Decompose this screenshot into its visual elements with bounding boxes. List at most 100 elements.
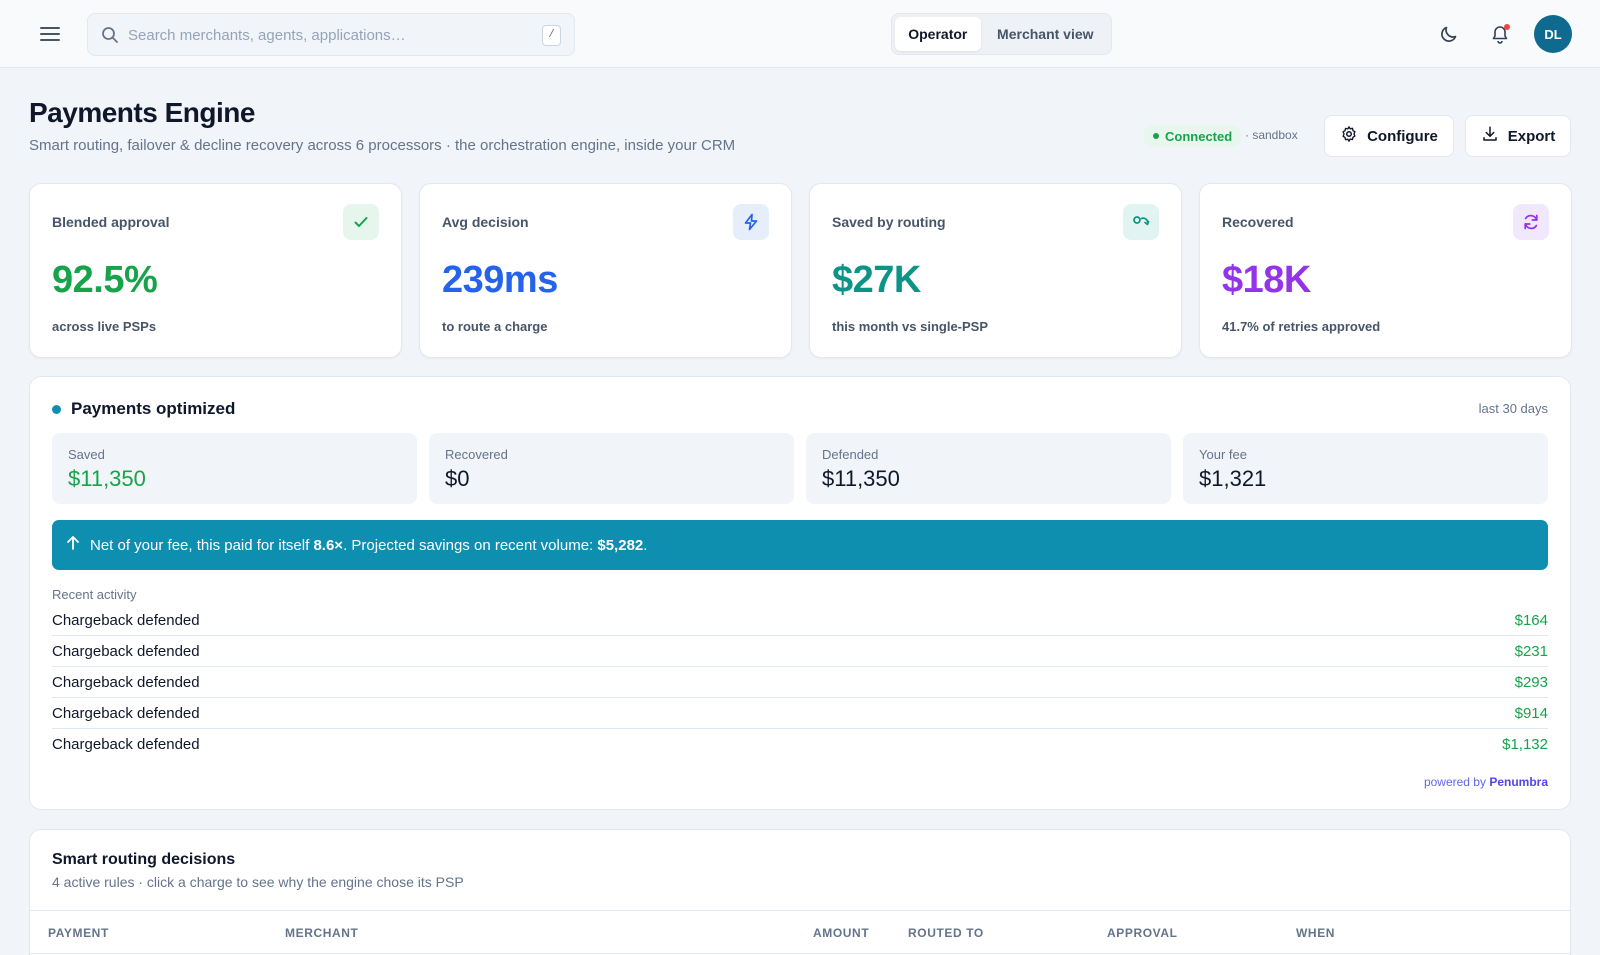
notifications-bell-icon[interactable]: [1488, 22, 1512, 46]
dark-mode-moon-icon[interactable]: [1437, 22, 1461, 46]
column-header-routed-to[interactable]: ROUTED TO: [908, 926, 984, 940]
column-header-approval[interactable]: APPROVAL: [1107, 926, 1178, 940]
search-icon: [101, 26, 119, 49]
search-input[interactable]: [128, 24, 528, 46]
kpi-value: 92.5%: [52, 259, 158, 301]
activity-row: Chargeback defended $914: [52, 698, 1548, 729]
stat-value: $11,350: [68, 466, 146, 491]
stat-your-fee: Your fee $1,321: [1183, 433, 1548, 504]
routing-subtitle: 4 active rules · click a charge to see w…: [52, 874, 464, 890]
stat-saved: Saved $11,350: [52, 433, 417, 504]
check-icon: [343, 204, 379, 240]
refresh-icon: [1513, 204, 1549, 240]
activity-label: Chargeback defended: [52, 673, 200, 691]
panel-indicator-dot: [52, 404, 61, 414]
activity-label: Chargeback defended: [52, 642, 200, 660]
stat-label: Defended: [822, 447, 879, 462]
kpi-value: $27K: [832, 259, 921, 301]
roi-text-part2: . Projected savings on recent volume:: [343, 536, 598, 554]
column-header-merchant[interactable]: MERCHANT: [285, 926, 359, 940]
panel-title-text: Payments optimized: [71, 399, 236, 418]
kpi-label: Saved by routing: [832, 214, 946, 230]
smart-routing-panel: Smart routing decisions 4 active rules ·…: [29, 829, 1571, 955]
kpi-value: $18K: [1222, 259, 1311, 301]
stat-defended: Defended $11,350: [806, 433, 1171, 504]
menu-icon[interactable]: [37, 22, 63, 46]
activity-amount: $231: [1514, 642, 1548, 660]
activity-label: Chargeback defended: [52, 736, 200, 753]
column-header-payment[interactable]: PAYMENT: [48, 926, 109, 940]
activity-label: Chargeback defended: [52, 704, 200, 722]
column-header-amount[interactable]: AMOUNT: [813, 926, 870, 940]
download-icon: [1481, 125, 1499, 147]
kpi-card-recovered: Recovered $18K 41.7% of retries approved: [1199, 183, 1572, 358]
lightning-icon: [733, 204, 769, 240]
kpi-label: Recovered: [1222, 214, 1294, 230]
stat-label: Recovered: [445, 447, 508, 462]
powered-by-credit: powered by Penumbra: [1424, 775, 1548, 789]
panel-title: Payments optimized: [52, 399, 235, 419]
route-icon: [1123, 204, 1159, 240]
status-dot: [1153, 133, 1159, 139]
search-shortcut-key: /: [542, 25, 561, 46]
kpi-caption: this month vs single-PSP: [832, 319, 989, 334]
roi-text-part3: .: [643, 536, 648, 554]
export-button[interactable]: Export: [1465, 115, 1571, 157]
export-label: Export: [1507, 127, 1556, 145]
stat-value: $11,350: [822, 466, 900, 491]
recent-activity-heading: Recent activity: [52, 587, 137, 602]
connection-status-badge: Connected: [1143, 125, 1243, 147]
user-avatar[interactable]: DL: [1534, 15, 1572, 53]
kpi-label: Blended approval: [52, 214, 170, 230]
kpi-caption: to route a charge: [442, 319, 548, 334]
column-header-when[interactable]: WHEN: [1296, 926, 1336, 940]
page-title: Payments Engine: [29, 97, 255, 128]
roi-text-part1: Net of your fee, this paid for itself: [90, 536, 314, 554]
routing-title: Smart routing decisions: [52, 851, 236, 868]
configure-label: Configure: [1367, 127, 1438, 145]
powered-brand-link[interactable]: Penumbra: [1489, 775, 1548, 789]
kpi-caption: 41.7% of retries approved: [1222, 319, 1381, 334]
activity-row: Chargeback defended $231: [52, 636, 1548, 667]
environment-label: · sandbox: [1245, 128, 1298, 142]
roi-multiple: 8.6×: [313, 536, 344, 554]
recent-activity-list: Chargeback defended $164 Chargeback defe…: [52, 605, 1548, 760]
stat-value: $1,321: [1199, 466, 1267, 491]
routing-table-header: PAYMENT MERCHANT AMOUNT ROUTED TO APPROV…: [30, 910, 1570, 954]
operator-view-tab[interactable]: Operator: [895, 17, 981, 51]
kpi-caption: across live PSPs: [52, 319, 157, 334]
page-subtitle: Smart routing, failover & decline recove…: [29, 137, 736, 154]
activity-label: Chargeback defended: [52, 611, 200, 629]
stat-label: Saved: [68, 447, 105, 462]
kpi-card-blended-approval: Blended approval 92.5% across live PSPs: [29, 183, 402, 358]
notification-dot: [1504, 24, 1510, 30]
roi-banner: Net of your fee, this paid for itself 8.…: [52, 520, 1548, 570]
kpi-value: 239ms: [442, 259, 558, 301]
merchant-view-tab[interactable]: Merchant view: [997, 26, 1094, 42]
activity-row: Chargeback defended $164: [52, 605, 1548, 636]
kpi-card-saved-by-routing: Saved by routing $27K this month vs sing…: [809, 183, 1182, 358]
configure-button[interactable]: Configure: [1324, 115, 1454, 157]
period-label: last 30 days: [1478, 401, 1548, 416]
powered-prefix: powered by: [1423, 775, 1490, 789]
payments-optimized-panel: Payments optimized last 30 days Saved $1…: [29, 376, 1571, 810]
kpi-card-avg-decision: Avg decision 239ms to route a charge: [419, 183, 792, 358]
roi-projected-savings: $5,282: [597, 536, 644, 554]
activity-amount: $1,132: [1502, 736, 1548, 753]
top-bar: / Operator Merchant view DL: [0, 0, 1600, 68]
roi-text: Net of your fee, this paid for itself 8.…: [90, 537, 647, 554]
gear-icon: [1340, 125, 1358, 147]
activity-row: Chargeback defended $1,132: [52, 729, 1548, 760]
stat-value: $0: [445, 466, 470, 491]
view-toggle: Operator Merchant view: [891, 13, 1112, 55]
activity-amount: $293: [1514, 673, 1548, 691]
stat-label: Your fee: [1199, 447, 1247, 462]
stat-recovered: Recovered $0: [429, 433, 794, 504]
activity-amount: $164: [1514, 611, 1548, 629]
activity-row: Chargeback defended $293: [52, 667, 1548, 698]
status-label: Connected: [1165, 128, 1233, 144]
search-box[interactable]: /: [87, 13, 575, 56]
kpi-label: Avg decision: [442, 214, 529, 230]
arrow-up-icon: [66, 535, 80, 555]
activity-amount: $914: [1514, 704, 1548, 722]
